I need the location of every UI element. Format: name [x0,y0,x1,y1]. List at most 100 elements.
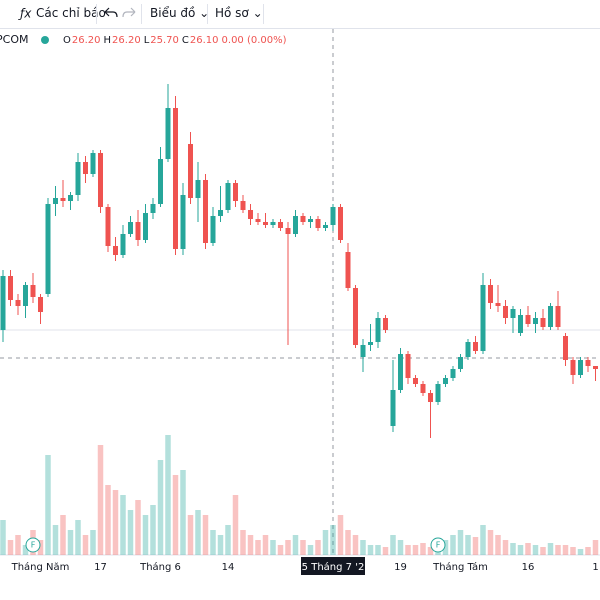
volume-bar [90,530,96,555]
volume-bar [382,547,389,555]
volume-bar [375,545,381,555]
volume-bar [105,485,111,555]
candle-body [435,384,441,402]
volume-bar [360,540,366,555]
candle-body [398,354,403,390]
volume-bar [322,530,329,555]
volume-bar [450,535,456,555]
candle-body [443,378,448,384]
candle-body [38,297,43,312]
x-tick-label: 16 [522,562,535,573]
volume-bar [60,515,66,555]
volume-bar [277,545,284,555]
candle-body [570,360,576,375]
candle-body [413,378,418,384]
candle-body [113,246,118,255]
fx-icon: ƒx [18,7,32,21]
candle-body [315,219,321,228]
candle-body [0,276,6,330]
volume-bar [562,545,569,555]
crosshair-label-bg [301,557,365,575]
candle-body [30,285,36,297]
toolbar: ƒx Các chỉ báo Biểu đồ ⌄ Hồ sơ ⌄ [0,0,600,29]
volume-bar [367,545,374,555]
candle-body [465,342,471,357]
status-dot [41,36,49,44]
candle-body [53,198,58,204]
candle-body [210,216,216,243]
volume-bar [255,540,261,555]
candle-body [75,162,81,195]
candle-body [90,153,96,174]
indicators-button[interactable]: Các chỉ báo [36,6,106,20]
volume-bar [420,543,426,555]
volume-bar [570,547,576,555]
svg-text:ƒx: ƒx [18,7,32,21]
candle-body [173,108,178,249]
candle-body [533,318,538,324]
undo-redo[interactable] [100,4,140,24]
candle-body [518,315,523,333]
volume-bar [187,515,194,555]
candle-body [585,360,591,366]
volume-bar [472,537,479,555]
volume-bar [292,535,299,555]
candle-body [563,336,568,360]
candle-body [128,222,133,234]
candle-body [143,213,148,240]
candle-body [495,303,501,306]
candle-body [285,228,291,234]
candle-body [98,153,103,207]
candle-body [23,285,28,306]
volume-bar [15,535,21,555]
volume-bar [330,525,336,555]
legend-change: 0.00 (0.00%) [222,35,287,46]
volume-bar [285,540,291,555]
volume-bar [517,545,524,555]
volume-bar [547,543,554,555]
volume-bar [412,545,419,555]
volume-bar [510,543,516,555]
volume-bar [195,510,201,555]
volume-bar [525,543,531,555]
candle-body [353,288,358,345]
volume-bar [172,475,179,555]
volume-bar [232,495,239,555]
volume-bar [52,525,59,555]
candle-body [188,144,193,198]
volume-bar [247,535,254,555]
volume-bar [97,445,104,555]
volume-bar [45,455,51,555]
volume-bar [495,535,501,555]
legend-value: 26.10 [190,35,219,46]
candle-body [548,306,553,327]
profile-menu[interactable]: Hồ sơ ⌄ [215,6,263,20]
volume-bar [592,540,599,555]
volume-bar [0,520,6,555]
candle-body [233,183,238,201]
volume-bar [82,535,89,555]
candle-body [405,354,411,378]
candle-body [8,276,13,300]
volume-bar [502,540,509,555]
candle-body [473,342,478,351]
candle-body [338,207,343,240]
volume-bar [427,547,434,555]
candle-body [135,222,141,240]
candle-body [120,234,126,255]
volume-bar [150,505,156,555]
candle-body [375,318,381,342]
legend-label: L [144,35,150,46]
volume-bar [487,530,494,555]
volume-bar [37,540,44,555]
x-tick-label: 17 [94,562,107,573]
chart-menu[interactable]: Biểu đồ ⌄ [150,6,210,20]
candle-body [105,207,111,246]
candle-body [360,345,366,357]
candle-body [323,225,328,228]
candle-body [45,204,51,294]
candle-body [263,222,268,225]
candle-body [248,210,253,219]
volume-bar [142,515,149,555]
candle-body [450,369,456,378]
